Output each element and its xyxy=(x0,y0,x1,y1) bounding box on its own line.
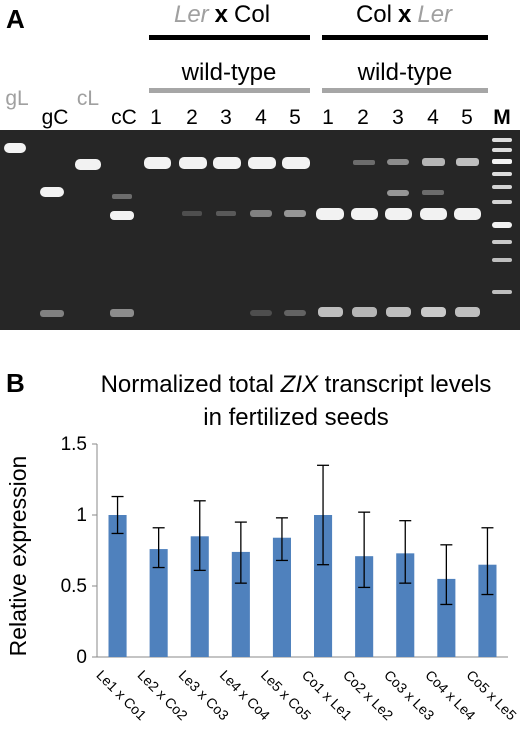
gel-band xyxy=(454,208,481,220)
ladder-band xyxy=(492,172,512,176)
lane-label-3a: 3 xyxy=(220,106,232,129)
y-tick-label: 0 xyxy=(76,647,87,668)
cross-1-black-bar xyxy=(149,35,310,40)
gel-band xyxy=(282,157,310,169)
gel-band xyxy=(179,157,207,169)
gel-band xyxy=(40,310,64,317)
chart-title-part-2: transcript levels xyxy=(318,371,491,398)
lane-label-4a: 4 xyxy=(255,106,267,129)
lane-label-gC: gC xyxy=(42,106,69,129)
gel-band xyxy=(216,211,236,216)
lane-label-5b: 5 xyxy=(461,106,473,129)
group-1-grey-bar xyxy=(149,88,310,93)
chart-title-part-1: Normalized total xyxy=(101,371,281,398)
cross-2-black-bar xyxy=(322,35,488,40)
cross-header-1: Ler x Col xyxy=(174,1,270,28)
cross-2-x: x xyxy=(398,1,412,28)
gel-band xyxy=(422,158,445,166)
lane-label-4b: 4 xyxy=(427,106,439,129)
ladder-band xyxy=(492,258,512,262)
bar xyxy=(231,551,250,657)
gel-band xyxy=(352,307,377,317)
gel-band xyxy=(455,307,480,317)
y-tick-label: 1 xyxy=(76,505,87,526)
gel-band xyxy=(421,307,446,317)
ladder-band xyxy=(492,240,512,244)
chart-title-line-2: in fertilized seeds xyxy=(203,404,388,431)
gel-band xyxy=(351,208,378,220)
lane-label-3b: 3 xyxy=(392,106,404,129)
lane-label-cC: cC xyxy=(111,106,137,129)
y-tick-label: 0.5 xyxy=(61,576,87,597)
gel-band xyxy=(110,211,134,220)
gel-band xyxy=(284,210,306,217)
gel-band xyxy=(316,208,344,220)
gel-image xyxy=(0,130,520,330)
cross-1-x: x xyxy=(215,1,229,28)
bar xyxy=(437,578,456,657)
panel-b-letter: B xyxy=(6,368,25,398)
gel-band xyxy=(112,194,132,199)
gel-band xyxy=(40,187,64,197)
lane-label-1a: 1 xyxy=(150,106,162,129)
cross-2-female: Col xyxy=(356,1,392,28)
gel-band xyxy=(387,159,409,165)
bar xyxy=(355,556,374,657)
ladder-band xyxy=(492,148,512,152)
bar xyxy=(314,515,333,657)
gel-band xyxy=(144,157,171,169)
bar xyxy=(108,515,127,657)
gel-band xyxy=(318,307,343,317)
ladder-band xyxy=(492,200,512,204)
lane-label-cL: cL xyxy=(77,87,99,110)
ladder-band xyxy=(492,290,512,294)
y-axis-label: Relative expression xyxy=(5,456,31,657)
chart-title: Normalized total ZIX transcript levels xyxy=(101,371,492,398)
gel-band xyxy=(250,310,272,316)
cross-2-male: Ler xyxy=(417,1,453,28)
lane-label-gL: gL xyxy=(5,87,28,110)
bar xyxy=(190,536,209,657)
y-tick-label: 1.5 xyxy=(61,434,87,455)
gel-band xyxy=(353,160,375,165)
cross-1-female: Ler xyxy=(174,1,210,28)
chart-title-gene: ZIX xyxy=(280,371,319,398)
lane-label-5a: 5 xyxy=(289,106,301,129)
group-label-2: wild-type xyxy=(357,59,453,86)
gel-band xyxy=(75,159,101,170)
lane-label-2b: 2 xyxy=(357,106,369,129)
group-2-grey-bar xyxy=(322,88,488,93)
lane-label-1b: 1 xyxy=(322,106,334,129)
gel-band xyxy=(182,211,202,216)
gel-band xyxy=(422,190,444,195)
bar xyxy=(272,537,291,657)
ladder-band xyxy=(492,138,512,142)
ladder-band xyxy=(492,159,512,164)
gel-band xyxy=(387,190,409,196)
cross-header-2: Col x Ler xyxy=(356,1,453,28)
bar xyxy=(478,564,497,657)
gel-band xyxy=(385,208,412,220)
ladder-band xyxy=(492,185,512,189)
gel-band xyxy=(110,309,134,317)
gel-band xyxy=(420,208,447,220)
gel-band xyxy=(248,157,276,169)
gel-band xyxy=(284,310,306,316)
gel-band xyxy=(213,157,241,169)
gel-band xyxy=(456,158,479,166)
lane-label-2a: 2 xyxy=(186,106,198,129)
gel-band xyxy=(4,143,26,153)
panel-a-letter: A xyxy=(6,4,25,34)
group-label-1: wild-type xyxy=(181,59,277,86)
gel-band xyxy=(250,210,272,217)
bar xyxy=(396,553,415,657)
cross-1-male: Col xyxy=(234,1,270,28)
bar xyxy=(149,549,168,657)
ladder-band xyxy=(492,222,512,228)
gel-band xyxy=(386,307,411,317)
lane-label-M: M xyxy=(493,106,511,129)
